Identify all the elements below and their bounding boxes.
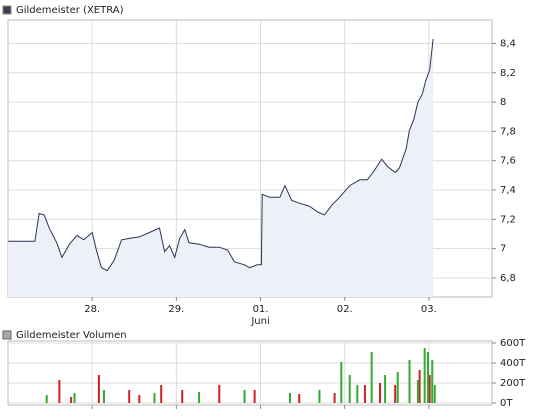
y-tick-label: 7,2 <box>500 214 516 225</box>
x-tick-label: 01. <box>253 304 269 315</box>
volume-bar <box>58 380 61 403</box>
volume-bar <box>318 390 321 403</box>
volume-bar <box>423 348 426 403</box>
volume-bar <box>153 393 156 403</box>
volume-bar <box>45 395 48 403</box>
volume-bar <box>394 385 397 403</box>
y-tick-label: 400T <box>500 358 526 369</box>
volume-bar <box>288 393 291 403</box>
volume-bar <box>428 375 431 403</box>
volume-bar <box>97 375 100 403</box>
volume-bar <box>138 395 141 403</box>
y-tick-label: 7,8 <box>500 126 516 137</box>
volume-bar <box>431 360 434 403</box>
y-tick-label: 200T <box>500 378 526 389</box>
volume-bar <box>356 385 359 403</box>
volume-bar <box>408 360 411 403</box>
x-tick-label: 03. <box>421 304 437 315</box>
volume-bar <box>198 392 201 403</box>
y-tick-label: 8,4 <box>500 38 516 49</box>
y-tick-label: 8,2 <box>500 68 516 79</box>
volume-bar <box>396 372 399 403</box>
plot-area <box>7 340 493 406</box>
volume-bar <box>73 393 76 403</box>
volume-bar <box>418 370 421 403</box>
y-tick-label: 0T <box>500 398 513 409</box>
volume-bar <box>102 390 105 403</box>
y-tick-label: 7 <box>500 244 506 255</box>
volume-bar <box>384 375 387 403</box>
volume-bar <box>379 383 382 403</box>
legend-icon <box>2 330 12 340</box>
y-tick-label: 7,6 <box>500 156 516 167</box>
volume-bar <box>433 385 436 403</box>
y-tick-label: 8 <box>500 97 506 108</box>
volume-bar <box>298 394 301 403</box>
x-tick-label: 02. <box>337 304 353 315</box>
volume-bar <box>128 390 131 403</box>
volume-bar <box>70 397 73 403</box>
volume-bar <box>370 352 373 403</box>
legend-icon <box>2 5 12 15</box>
volume-bar <box>416 380 419 403</box>
x-tick-label: 28. <box>84 304 100 315</box>
x-tick-label: 29. <box>168 304 184 315</box>
volume-bar <box>348 375 351 403</box>
volume-bar <box>340 362 343 403</box>
x-sublabel: Juni <box>250 316 269 327</box>
volume-bar <box>181 390 184 403</box>
volume-bar <box>253 390 256 403</box>
volume-bar <box>427 352 430 403</box>
chart-title: Gildemeister (XETRA) <box>16 5 124 16</box>
volume-bar <box>243 390 246 403</box>
area-fill <box>8 39 434 297</box>
y-tick-label: 600T <box>500 338 526 349</box>
volume-bar <box>363 385 366 403</box>
volume-bar <box>333 393 336 403</box>
volume-bar <box>218 385 221 403</box>
y-tick-label: 6,8 <box>500 273 516 284</box>
y-tick-label: 7,4 <box>500 185 516 196</box>
price-line <box>8 39 434 272</box>
volume-bar <box>160 385 163 403</box>
chart-title: Gildemeister Volumen <box>16 330 127 341</box>
